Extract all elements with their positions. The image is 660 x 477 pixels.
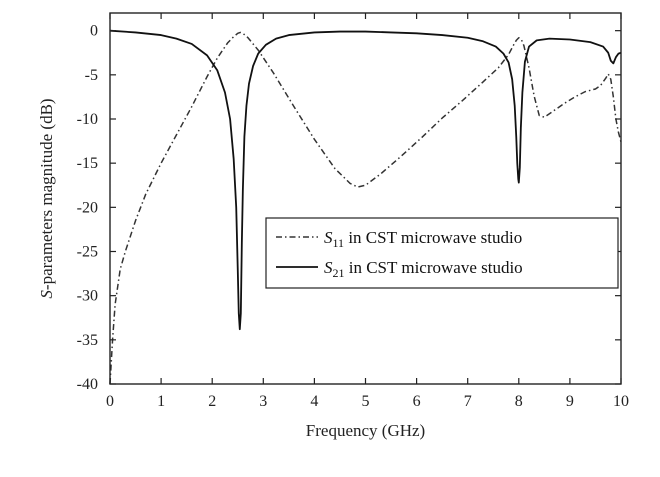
y-axis: 0 -5 -10 -15 -20 -25 -30 -35 -40 — [77, 23, 621, 393]
y-tick-label-2: -10 — [77, 111, 98, 128]
x-tick-label-8: 8 — [515, 393, 523, 410]
x-tick-label-0: 0 — [106, 393, 114, 410]
x-tick-label-6: 6 — [413, 393, 421, 410]
x-tick-label-5: 5 — [362, 393, 370, 410]
x-tick-label-2: 2 — [208, 393, 216, 410]
y-tick-label-3: -15 — [77, 155, 98, 172]
y-tick-label-0: 0 — [90, 23, 98, 40]
x-axis: 0 1 2 3 4 5 6 7 8 9 10 — [106, 13, 629, 410]
y-axis-title-symbol: S — [37, 290, 56, 299]
x-tick-label-1: 1 — [157, 393, 165, 410]
series-layer — [109, 29, 622, 385]
x-tick-label-10: 10 — [613, 393, 629, 410]
series-line-11 — [109, 31, 622, 385]
y-tick-label-7: -35 — [77, 332, 98, 349]
x-axis-title: Frequency (GHz) — [306, 421, 425, 440]
legend-label-21: S21 in CST microwave studio — [324, 258, 523, 280]
x-tick-label-3: 3 — [259, 393, 267, 410]
x-tick-label-9: 9 — [566, 393, 574, 410]
legend-label-11: S11 in CST microwave studio — [324, 228, 522, 250]
legend: S11 in CST microwave studio S21 in CST mi… — [265, 217, 619, 289]
y-tick-label-6: -30 — [77, 288, 98, 305]
plot-frame — [109, 12, 622, 385]
y-tick-label-5: -25 — [77, 244, 98, 261]
y-axis-title-rest: -parameters magnitude (dB) — [37, 98, 56, 290]
y-tick-label-1: -5 — [85, 67, 98, 84]
y-axis-title: S-parameters magnitude (dB) — [37, 98, 56, 298]
x-tick-label-7: 7 — [464, 393, 472, 410]
legend-box — [265, 217, 619, 289]
x-tick-label-4: 4 — [310, 393, 318, 410]
y-tick-label-4: -20 — [77, 199, 98, 216]
y-tick-label-8: -40 — [77, 376, 98, 393]
series-line-21 — [109, 29, 622, 331]
